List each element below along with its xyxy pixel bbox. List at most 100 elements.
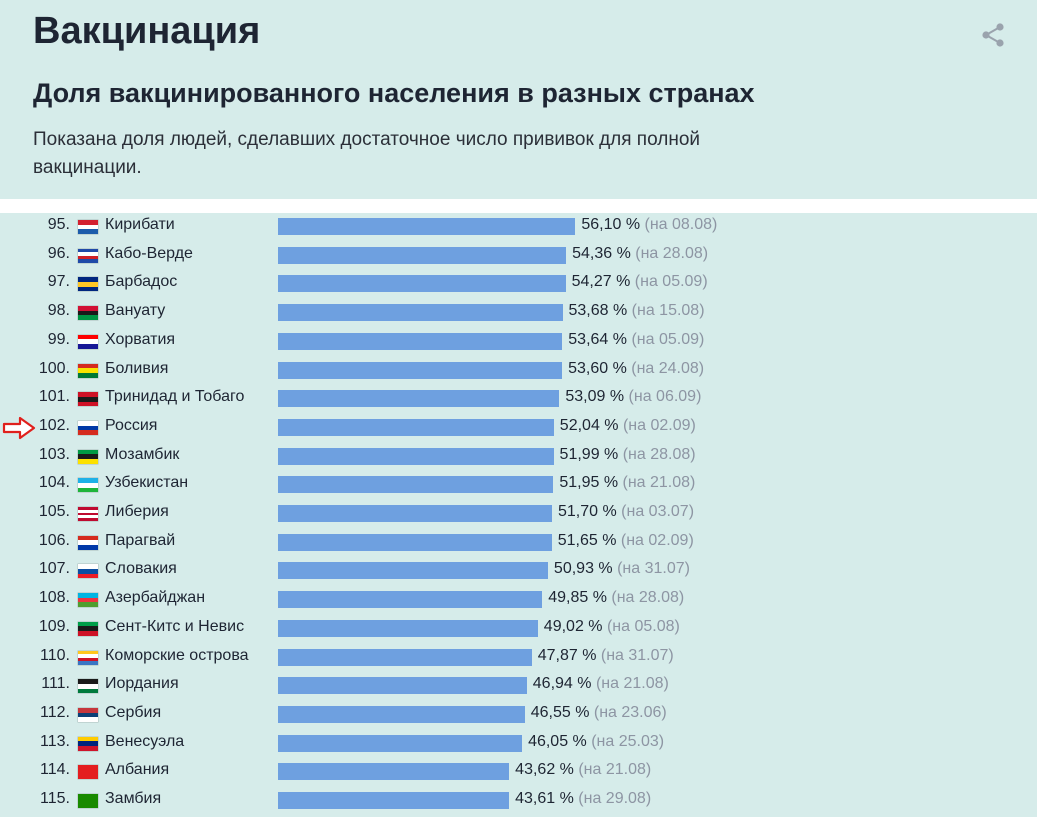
row-rank: 106. <box>38 531 70 549</box>
bar <box>278 218 576 235</box>
row-rank: 103. <box>38 445 70 463</box>
value-date: (на 05.09) <box>631 330 705 348</box>
bar <box>278 332 563 350</box>
row-rank: 99. <box>47 330 70 348</box>
bar-row: 112. Сербия 46,55 % (на 23.06) <box>0 701 1037 729</box>
bar <box>278 792 510 809</box>
bar <box>278 390 560 408</box>
value-percent: 52,04 % <box>559 416 623 434</box>
value-percent: 54,27 % <box>571 273 635 291</box>
row-rank: 109. <box>38 617 70 635</box>
flag-icon <box>78 507 98 521</box>
bar-row: 111. Иордания 46,94 % (на 21.08) <box>0 672 1037 700</box>
value-label: 53,60 % (на 24.08) <box>568 360 704 378</box>
chart-description: Показана доля людей, сделавших достаточн… <box>33 129 701 178</box>
value-percent: 53,09 % <box>565 388 629 406</box>
row-rank: 100. <box>38 359 70 377</box>
bar-row: 110. Коморские острова 47,87 % (на 31.07) <box>0 644 1037 672</box>
bar-row: 96. Кабо-Верде 54,36 % (на 28.08) <box>0 242 1037 270</box>
country-label: Иордания <box>105 675 179 693</box>
country-label: Узбекистан <box>105 474 189 492</box>
value-date: (на 31.07) <box>617 560 690 578</box>
value-date: (на 05.08) <box>606 617 680 635</box>
value-percent: 51,99 % <box>559 445 623 463</box>
flag-icon <box>78 765 98 780</box>
bar <box>278 275 566 293</box>
value-label: 53,09 % (на 06.09) <box>565 388 701 406</box>
flag-icon <box>78 334 98 349</box>
header-panel: Вакцинация Доля вакцинированного населен… <box>0 0 1037 199</box>
value-percent: 43,62 % <box>515 761 579 779</box>
bar-row: 115. Замбия 43,61 % (на 29.08) <box>0 787 1037 815</box>
flag-icon <box>78 478 98 493</box>
bar <box>278 246 567 264</box>
value-date: (на 31.07) <box>600 646 674 664</box>
value-label: 52,04 % (на 02.09) <box>560 417 696 435</box>
flag-icon <box>78 736 98 751</box>
row-rank: 102. <box>38 416 70 434</box>
row-rank: 101. <box>38 388 70 406</box>
bar-row: 98. Вануату 53,68 % (на 15.08) <box>0 299 1037 327</box>
flag-icon <box>78 306 98 321</box>
bar-row: 97. Барбадос 54,27 % (на 05.09) <box>0 270 1037 298</box>
value-label: 46,55 % (на 23.06) <box>531 704 667 722</box>
value-label: 54,36 % (на 28.08) <box>572 245 708 263</box>
value-date: (на 24.08) <box>631 359 705 377</box>
bar <box>278 763 510 781</box>
bar-row: 106. Парагвай 51,65 % (на 02.09) <box>0 529 1037 557</box>
country-label: Барбадос <box>105 273 178 291</box>
country-label: Азербайджан <box>105 589 206 607</box>
value-label: 46,94 % (на 21.08) <box>533 675 669 693</box>
bar <box>278 533 552 551</box>
bar <box>278 619 538 637</box>
value-label: 53,68 % (на 15.08) <box>569 302 705 320</box>
value-date: (на 21.08) <box>578 761 652 779</box>
country-label: Замбия <box>105 790 162 807</box>
value-label: 46,05 % (на 25.03) <box>528 733 664 751</box>
row-rank: 113. <box>40 732 70 750</box>
bar-row: 100. Боливия 53,60 % (на 24.08) <box>0 357 1037 385</box>
value-percent: 53,60 % <box>568 359 632 377</box>
country-label: Албания <box>105 761 170 779</box>
bar <box>278 648 532 666</box>
value-label: 43,61 % (на 29.08) <box>515 790 651 808</box>
flag-icon <box>78 794 98 808</box>
country-label: Сербия <box>105 703 162 721</box>
country-label: Хорватия <box>105 330 176 348</box>
bar-row: 114. Албания 43,62 % (на 21.08) <box>0 758 1037 786</box>
value-date: (на 15.08) <box>631 302 705 320</box>
country-label: Коморские острова <box>105 646 249 664</box>
row-rank: 108. <box>38 589 70 607</box>
country-label: Венесуэла <box>105 732 185 750</box>
bar <box>278 361 563 379</box>
bar <box>278 418 554 436</box>
value-percent: 49,02 % <box>543 617 607 635</box>
value-label: 47,87 % (на 31.07) <box>538 647 674 665</box>
country-label: Кирибати <box>105 216 175 233</box>
value-label: 51,99 % (на 28.08) <box>560 446 696 464</box>
value-date: (на 29.08) <box>578 790 652 807</box>
value-label: 50,93 % (на 31.07) <box>554 560 690 578</box>
bar-row: 103. Мозамбик 51,99 % (на 28.08) <box>0 443 1037 471</box>
flag-icon <box>78 220 98 234</box>
country-label: Россия <box>105 416 158 434</box>
value-date: (на 28.08) <box>635 244 709 262</box>
flag-icon <box>78 621 98 636</box>
value-percent: 46,05 % <box>528 732 592 750</box>
flag-icon <box>78 679 98 694</box>
value-label: 51,65 % (на 02.09) <box>558 532 694 550</box>
flag-icon <box>78 449 98 464</box>
flag-icon <box>78 392 98 407</box>
bar-row: 105. Либерия 51,70 % (на 03.07) <box>0 500 1037 528</box>
value-date: (на 25.03) <box>591 732 665 750</box>
bar-row: 101. Тринидад и Тобаго 53,09 % (на 06.09) <box>0 385 1037 413</box>
row-rank: 112. <box>40 703 70 721</box>
share-icon[interactable] <box>980 22 1006 48</box>
value-date: (на 21.08) <box>595 675 669 693</box>
row-rank: 98. <box>47 302 70 320</box>
flag-icon <box>78 363 98 378</box>
value-date: (на 28.08) <box>622 445 696 463</box>
row-rank: 107. <box>38 560 70 578</box>
value-percent: 54,36 % <box>572 244 636 262</box>
country-label: Сент-Китс и Невис <box>105 617 245 635</box>
